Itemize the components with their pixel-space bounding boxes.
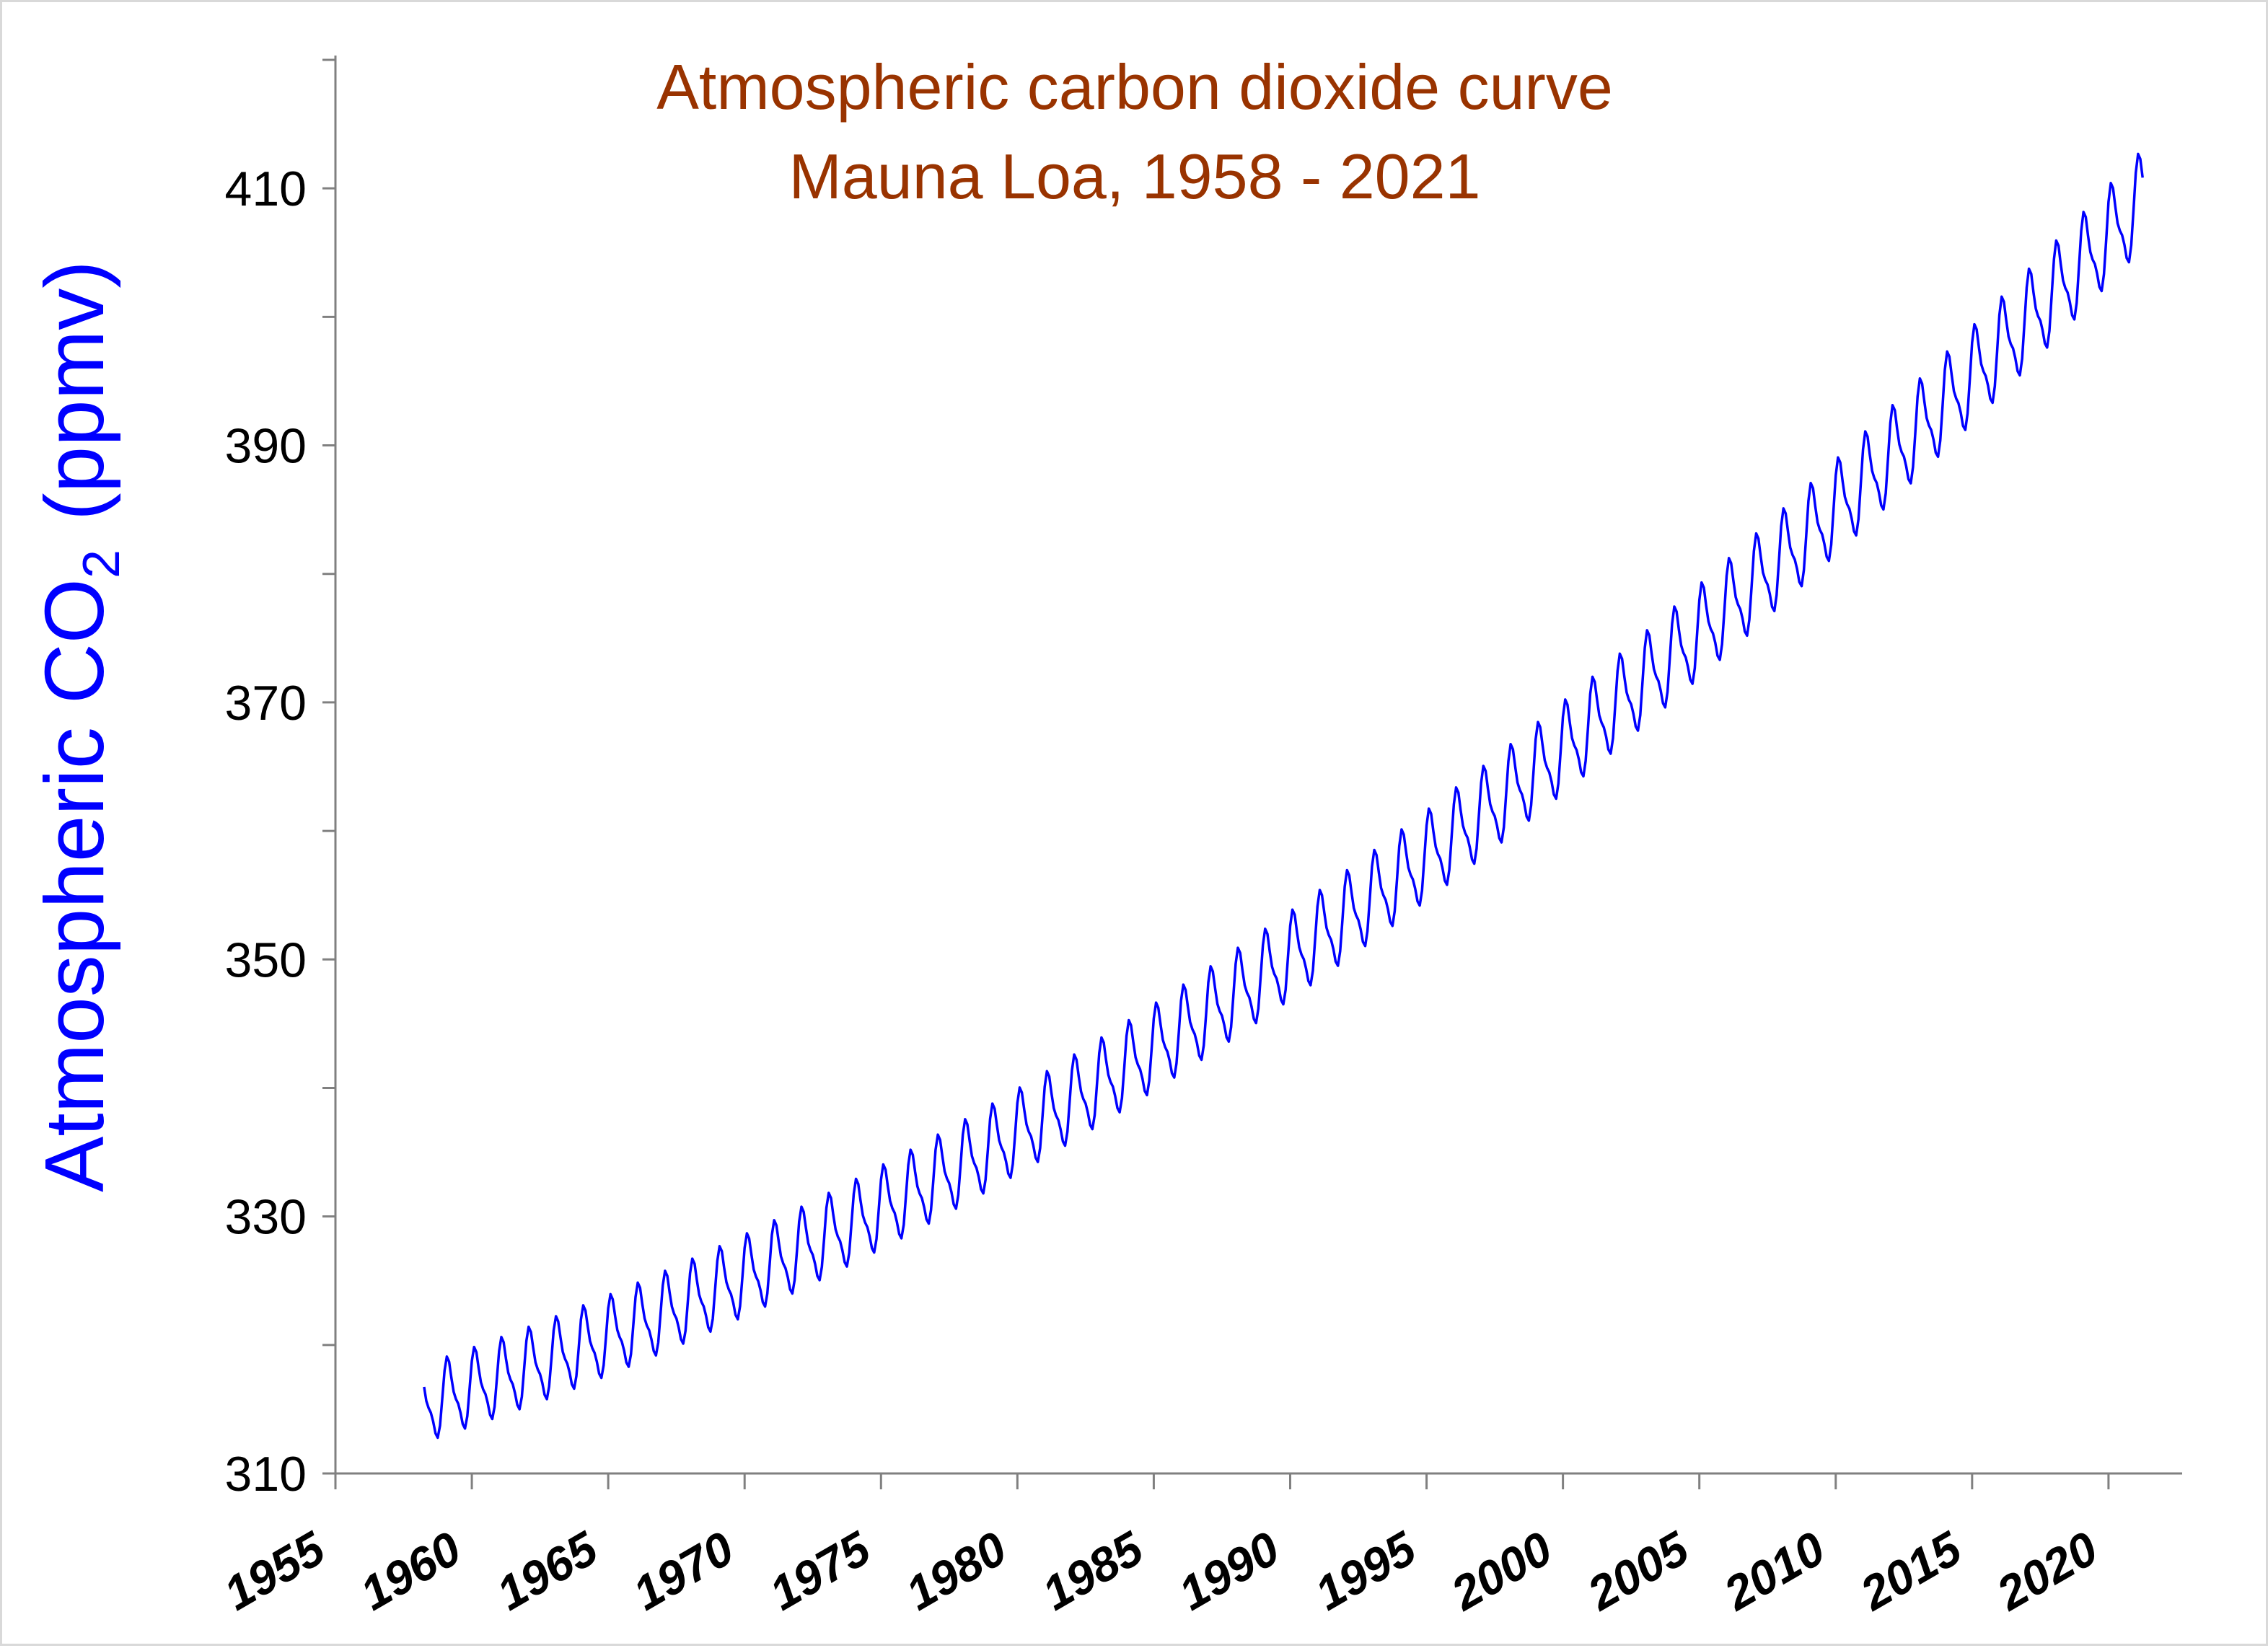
x-tick-label: 2015 <box>1850 1520 1971 1621</box>
y-tick-label: 350 <box>225 933 307 987</box>
x-tick-label: 2000 <box>1441 1521 1561 1621</box>
x-tick-label: 2020 <box>1987 1521 2106 1621</box>
y-tick-label: 370 <box>225 676 307 731</box>
x-tick-label: 1975 <box>760 1520 879 1620</box>
x-tick-label: 1995 <box>1306 1520 1425 1620</box>
x-tick-label: 1955 <box>215 1520 334 1620</box>
y-axis-label: Atmospheric CO2 (ppmv) <box>27 260 131 1192</box>
y-axis-label-subscript: 2 <box>73 550 131 578</box>
x-tick-label: 1970 <box>624 1521 742 1621</box>
chart-subtitle: Mauna Loa, 1958 - 2021 <box>789 141 1481 212</box>
y-tick-label: 310 <box>225 1447 307 1502</box>
x-tick-label: 1980 <box>897 1521 1015 1621</box>
y-axis-label-main: Atmospheric CO <box>27 578 121 1192</box>
chart-title: Atmospheric carbon dioxide curve <box>656 51 1613 123</box>
y-tick-label: 410 <box>225 162 307 216</box>
y-tick-label: 390 <box>225 419 307 474</box>
x-tick-label: 1990 <box>1169 1521 1288 1621</box>
series-layer <box>423 152 2144 1440</box>
x-tick-label: 1960 <box>351 1521 470 1621</box>
axes <box>334 56 2182 1475</box>
y-tick-label: 330 <box>225 1190 307 1245</box>
y-axis-label-unit: (ppmv) <box>27 260 121 521</box>
x-tick-label: 2010 <box>1714 1521 1834 1621</box>
x-axis-ticks: 1955 1960 1965 1970 1975 1980 1985 1990 1995 2000… <box>215 1473 2110 1621</box>
y-axis-ticks: 310 330 350 370 390 410 <box>225 58 335 1502</box>
co2-series-line <box>423 152 2144 1440</box>
x-tick-label: 2005 <box>1578 1520 1698 1621</box>
x-tick-label: 1985 <box>1033 1520 1152 1620</box>
x-tick-label: 1965 <box>488 1520 607 1620</box>
